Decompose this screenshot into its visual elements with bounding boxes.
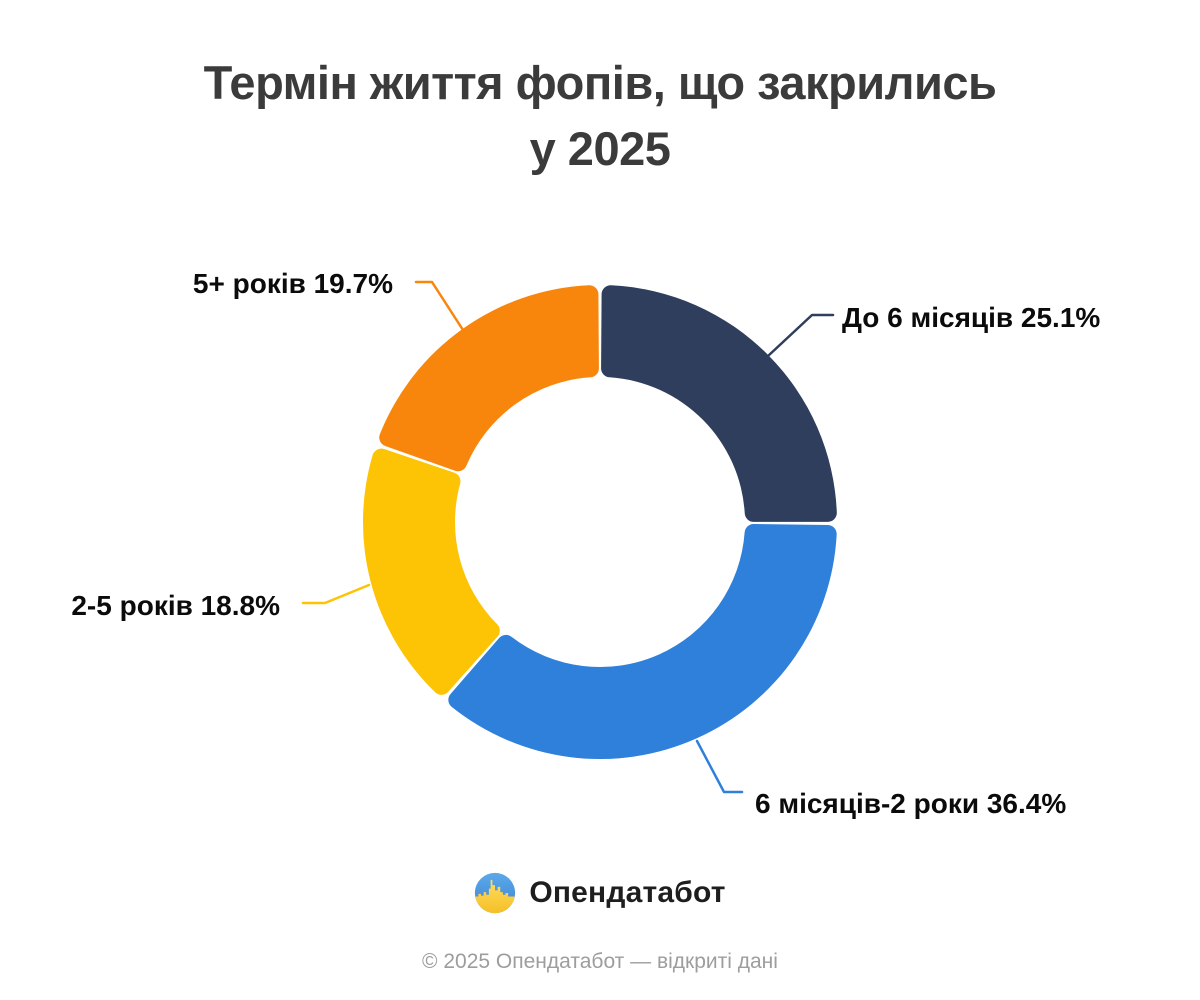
leader-line-1 — [695, 739, 744, 794]
leader-line-3 — [414, 280, 465, 332]
chart-title: Термін життя фопів, що закрились у 2025 — [0, 50, 1200, 182]
donut-segment-3 — [379, 285, 599, 472]
brand-logo: Опендатабот — [0, 872, 1200, 914]
leader-line-2 — [301, 583, 371, 605]
leader-line-0 — [766, 313, 835, 358]
label-6months-2-years: 6 місяців-2 роки 36.4% — [755, 788, 1067, 819]
label-5plus-years: 5+ років 19.7% — [192, 268, 393, 299]
label-2-5-years: 2-5 років 18.8% — [71, 590, 280, 621]
label-under-6-months: До 6 місяців 25.1% — [842, 302, 1101, 333]
donut-segment-0 — [601, 285, 837, 522]
donut-segment-2 — [362, 448, 500, 695]
chart-title-line1: Термін життя фопів, що закрились — [203, 56, 997, 109]
donut-segment-1 — [448, 524, 837, 760]
copyright-text: © 2025 Опендатабот — відкриті дані — [422, 950, 778, 973]
brand-name: Опендатабот — [529, 876, 726, 909]
opendatabot-logo-icon — [475, 872, 516, 914]
chart-title-line2: у 2025 — [529, 122, 671, 175]
